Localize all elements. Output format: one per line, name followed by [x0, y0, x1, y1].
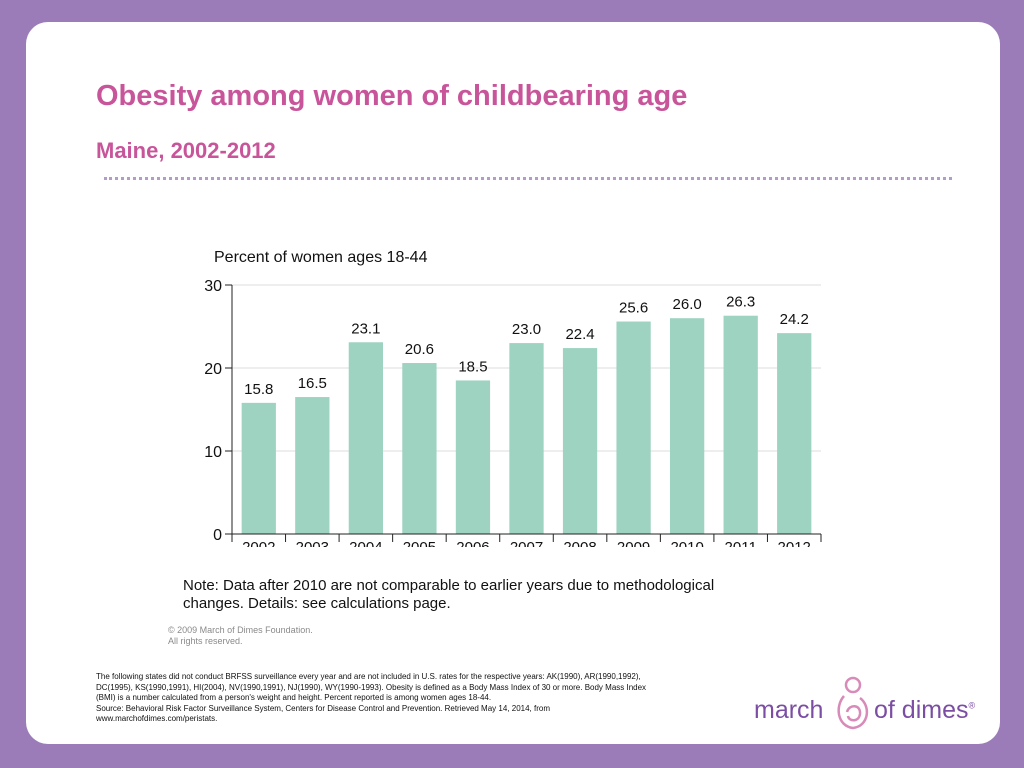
- bar-value-label: 24.2: [780, 311, 809, 328]
- bar-value-label: 16.5: [298, 375, 327, 392]
- bar-value-label: 20.6: [405, 341, 434, 358]
- bar-value-label: 26.0: [673, 296, 702, 313]
- slide-subtitle: Maine, 2002-2012: [96, 138, 276, 163]
- obesity-bar-chart: Percent of women ages 18-44 0 10 20 30 15.8 20…: [204, 249, 822, 547]
- bar-2004: [348, 342, 383, 534]
- y-tick-label: 20: [204, 361, 222, 378]
- slide-title: Obesity among women of childbearing age: [96, 80, 688, 112]
- footnote-source: Source: Behavioral Risk Factor Surveilla…: [96, 703, 550, 724]
- dotted-divider: [104, 177, 952, 180]
- logo-word-march: march: [754, 696, 824, 724]
- bar-2008: [562, 348, 598, 534]
- bar-2012: [777, 333, 812, 534]
- x-tick-label: 2009: [617, 539, 650, 547]
- bar-value-label: 18.5: [458, 358, 487, 375]
- bar-value-label: 25.6: [619, 300, 648, 317]
- slide-card: Obesity among women of childbearing age …: [26, 22, 1000, 744]
- x-tick-label: 2005: [403, 539, 436, 547]
- x-tick-label: 2006: [456, 539, 489, 547]
- x-tick-label: 2011: [725, 539, 757, 547]
- copyright-text: © 2009 March of Dimes Foundation. All ri…: [168, 625, 313, 647]
- bar-value-label: 23.1: [351, 320, 380, 337]
- chart-note: Note: Data after 2010 are not comparable…: [183, 577, 783, 613]
- bar-value-label: 22.4: [565, 326, 594, 343]
- bar-2002: [241, 402, 276, 534]
- copyright-line2: All rights reserved.: [168, 636, 243, 646]
- mother-child-logo-icon: [837, 676, 869, 730]
- bar-value-label: 23.0: [512, 321, 541, 338]
- bar-value-label: 15.8: [244, 381, 273, 398]
- y-tick-label: 10: [204, 444, 222, 461]
- bar-2005: [402, 363, 437, 534]
- bar-2003: [295, 397, 330, 534]
- chart-note-line2: changes. Details: see calculations page.: [183, 595, 451, 612]
- chart-note-line1: Note: Data after 2010 are not comparable…: [183, 577, 715, 594]
- x-tick-label: 2003: [296, 539, 329, 547]
- bar-2010: [670, 318, 705, 534]
- march-of-dimes-logo: march of dimes®: [754, 676, 994, 736]
- y-tick-label: 0: [213, 527, 222, 544]
- bar-2009: [616, 321, 651, 534]
- copyright-line1: © 2009 March of Dimes Foundation.: [168, 625, 313, 635]
- x-tick-label: 2004: [349, 539, 382, 547]
- x-tick-label: 2002: [242, 539, 275, 547]
- bar-2011: [723, 315, 758, 534]
- footnote-definitions: The following states did not conduct BRF…: [96, 672, 647, 702]
- y-axis-label: Percent of women ages 18-44: [214, 249, 428, 266]
- x-tick-label: 2012: [778, 539, 811, 547]
- bar-value-label: 26.3: [726, 294, 755, 311]
- bar-2007: [509, 343, 544, 534]
- x-tick-label: 2007: [510, 539, 543, 547]
- logo-word-of-dimes: of dimes®: [874, 696, 976, 724]
- y-tick-label: 30: [204, 278, 222, 295]
- x-tick-label: 2010: [670, 539, 703, 547]
- footnote: The following states did not conduct BRF…: [96, 672, 656, 725]
- logo-registered-mark: ®: [968, 700, 976, 711]
- bar-2006: [455, 380, 491, 534]
- x-tick-label: 2008: [563, 539, 596, 547]
